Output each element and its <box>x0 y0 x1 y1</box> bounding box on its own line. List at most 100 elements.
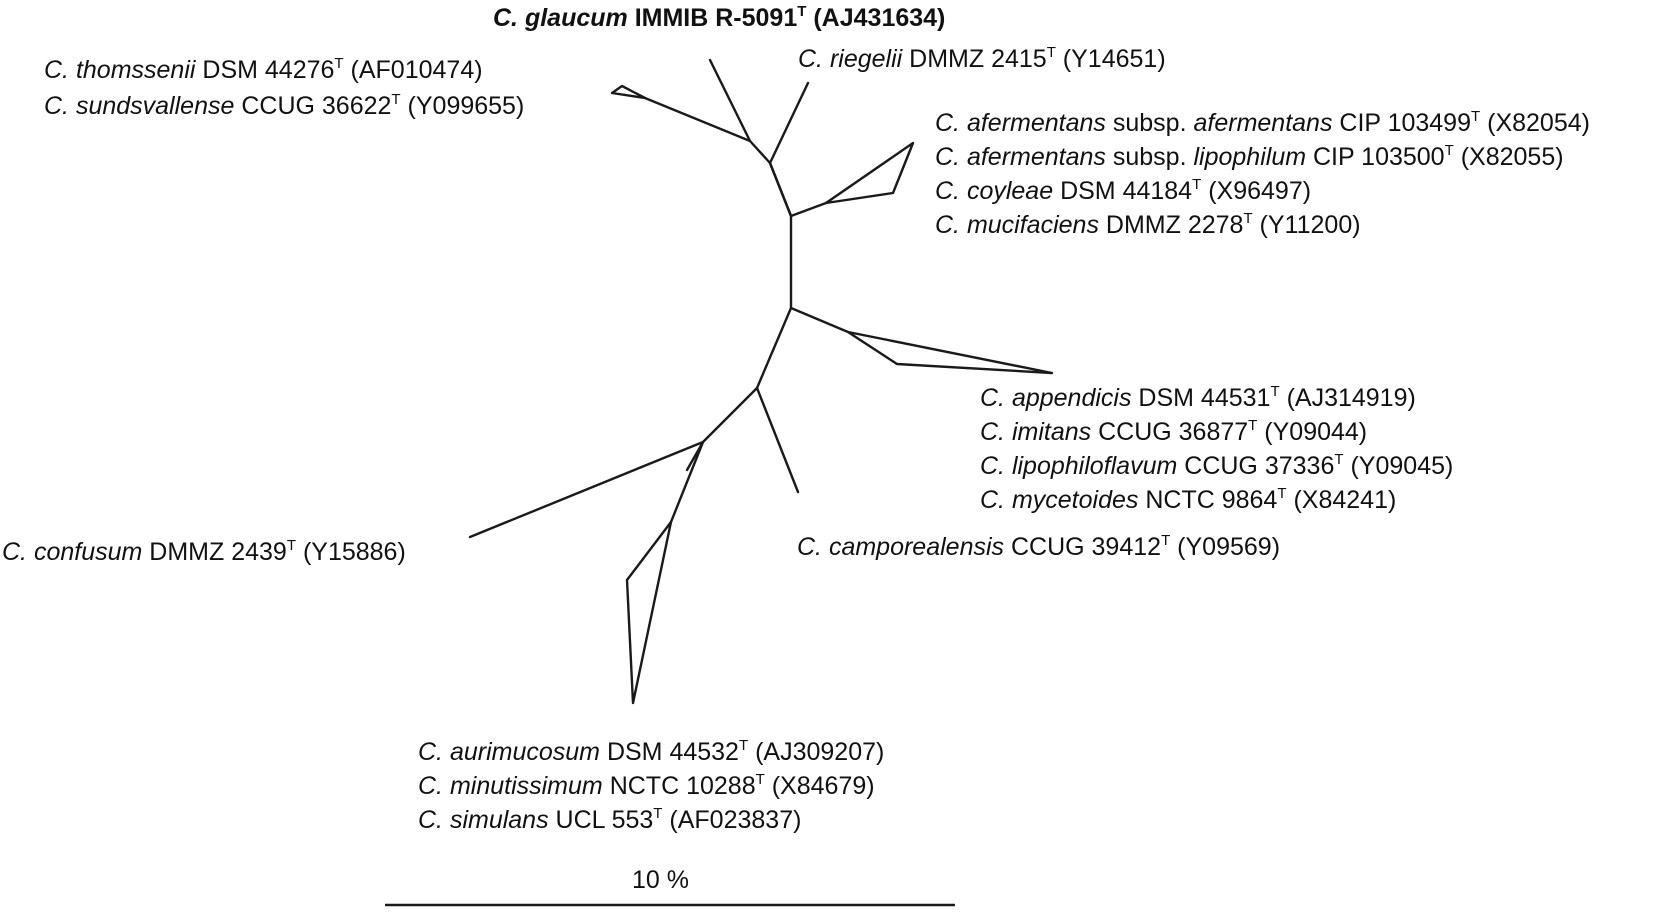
taxon-label-mycetoides: C. mycetoides NCTC 9864T (X84241) <box>980 484 1396 520</box>
type-strain-mark: T <box>755 771 765 788</box>
triangle-afermentans-group <box>824 141 915 205</box>
strain: CCUG 39412 <box>1004 533 1162 561</box>
type-strain-mark: T <box>1277 485 1287 502</box>
type-strain-mark: T <box>1471 108 1481 125</box>
subspecies-rank: subsp. <box>1105 109 1194 137</box>
species-name: C. imitans <box>980 418 1092 446</box>
taxon-label-imitans: C. imitans CCUG 36877T (Y09044) <box>980 416 1367 452</box>
branch-thomssenii-group <box>643 96 752 143</box>
strain: DSM 44532 <box>600 738 739 766</box>
subspecies-name: lipophilum <box>1193 143 1307 171</box>
type-strain-mark: T <box>334 55 344 72</box>
taxon-label-riegelii: C. riegelii DMMZ 2415T (Y14651) <box>798 43 1166 79</box>
accession: (Y099655) <box>400 92 525 120</box>
species-name: C. mycetoides <box>980 486 1139 514</box>
species-name: C. minutissimum <box>418 772 603 800</box>
accession: (Y09045) <box>1343 452 1454 480</box>
species-name: C. camporealensis <box>797 533 1005 561</box>
type-strain-mark: T <box>738 737 749 754</box>
accession: (AF010474) <box>343 56 483 84</box>
taxon-label-coyleae: C. coyleae DSM 44184T (X96497) <box>935 175 1311 211</box>
taxon-label-simulans: C. simulans UCL 553T (AF023837) <box>418 804 801 840</box>
strain: UCL 553 <box>548 806 654 834</box>
subspecies-rank: subsp. <box>1105 143 1194 171</box>
strain: CCUG 37336 <box>1177 452 1335 480</box>
branch-upper-junction <box>768 161 793 218</box>
accession: (AF023837) <box>662 806 802 834</box>
strain: DSM 44184 <box>1053 177 1193 205</box>
branch-confusum <box>468 440 705 539</box>
strain: DSM 44531 <box>1131 384 1271 412</box>
accession: (Y09044) <box>1257 418 1368 446</box>
taxon-label-appendicis: C. appendicis DSM 44531T (AJ314919) <box>980 382 1416 418</box>
species-name: C. lipophiloflavum <box>980 452 1178 480</box>
accession: (AJ431634) <box>806 4 946 32</box>
branch-aurimucosum-group <box>669 440 705 524</box>
type-strain-mark: T <box>1270 383 1280 400</box>
taxon-label-sundsvallense: C. sundsvallense CCUG 36622T (Y099655) <box>44 90 524 126</box>
branch-afermentans-group <box>789 201 828 218</box>
species-name: C. thomssenii <box>44 56 196 84</box>
scale-bar-label: 10 % <box>632 866 689 894</box>
branch-upper-left-internal <box>748 139 772 165</box>
type-strain-mark: T <box>1248 417 1258 434</box>
type-strain-mark: T <box>797 3 807 20</box>
taxon-label-aurimucosum: C. aurimucosum DSM 44532T (AJ309207) <box>418 736 884 772</box>
branch-glaucum <box>708 58 752 143</box>
type-strain-mark: T <box>286 537 296 554</box>
strain: NCTC 10288 <box>602 772 756 800</box>
strain: DMMZ 2415 <box>902 45 1047 73</box>
triangle-appendicis-group <box>846 330 1054 375</box>
type-strain-mark: T <box>653 805 663 822</box>
species-name: C. sundsvallense <box>44 92 235 120</box>
species-name: C. aurimucosum <box>418 738 600 766</box>
type-strain-mark: T <box>1444 142 1454 159</box>
taxon-label-glaucum: C. glaucum IMMIB R-5091T (AJ431634) <box>493 2 945 38</box>
species-name: C. confusum <box>2 538 143 566</box>
accession: (Y09569) <box>1170 533 1281 561</box>
strain: DMMZ 2278 <box>1098 211 1244 239</box>
strain: CCUG 36622 <box>234 92 392 120</box>
triangle-thomssenii-sundsvallense <box>610 84 647 100</box>
accession: (AJ309207) <box>748 738 885 766</box>
type-strain-mark: T <box>1243 210 1253 227</box>
type-strain-mark: T <box>391 91 401 108</box>
strain: DSM 44276 <box>195 56 335 84</box>
type-strain-mark: T <box>1046 44 1056 61</box>
species-name: C. mucifaciens <box>935 211 1099 239</box>
accession: (X84241) <box>1286 486 1397 514</box>
strain: CIP 103499 <box>1332 109 1471 137</box>
subspecies-name: afermentans <box>1193 109 1333 137</box>
taxon-label-afermentans: C. afermentans subsp. afermentans CIP 10… <box>935 107 1590 143</box>
branch-appendicis-group <box>789 306 850 334</box>
species-name: C. appendicis <box>980 384 1132 412</box>
accession: (X82054) <box>1480 109 1590 137</box>
strain: IMMIB R-5091 <box>627 4 798 32</box>
accession: (Y11200) <box>1252 211 1361 239</box>
branch-camporealensis <box>755 386 800 494</box>
strain: NCTC 9864 <box>1138 486 1278 514</box>
taxon-label-confusum: C. confusum DMMZ 2439T (Y15886) <box>2 536 406 572</box>
taxon-label-thomssenii: C. thomssenii DSM 44276T (AF010474) <box>44 54 483 90</box>
species-name: C. glaucum <box>493 4 628 32</box>
taxon-label-lipophiloflavum: C. lipophiloflavum CCUG 37336T (Y09045) <box>980 450 1453 486</box>
taxon-label-minutissimum: C. minutissimum NCTC 10288T (X84679) <box>418 770 875 806</box>
species-name: C. afermentans <box>935 109 1106 137</box>
taxon-label-mucifaciens: C. mucifaciens DMMZ 2278T (Y11200) <box>935 209 1361 245</box>
accession: (X96497) <box>1201 177 1312 205</box>
accession: (AJ314919) <box>1279 384 1416 412</box>
branch-riegelii <box>768 81 810 165</box>
backbone-branch <box>685 161 793 472</box>
species-name: C. simulans <box>418 806 549 834</box>
type-strain-mark: T <box>1192 176 1202 193</box>
strain: DMMZ 2439 <box>142 538 287 566</box>
accession: (Y15886) <box>296 538 406 566</box>
accession: (X82055) <box>1453 143 1564 171</box>
type-strain-mark: T <box>1161 532 1171 549</box>
accession: (X84679) <box>764 772 875 800</box>
species-name: C. riegelii <box>798 45 903 73</box>
type-strain-mark: T <box>1334 451 1344 468</box>
taxon-label-camporealensis: C. camporealensis CCUG 39412T (Y09569) <box>797 531 1280 567</box>
triangle-aurimucosum-group <box>625 520 673 705</box>
